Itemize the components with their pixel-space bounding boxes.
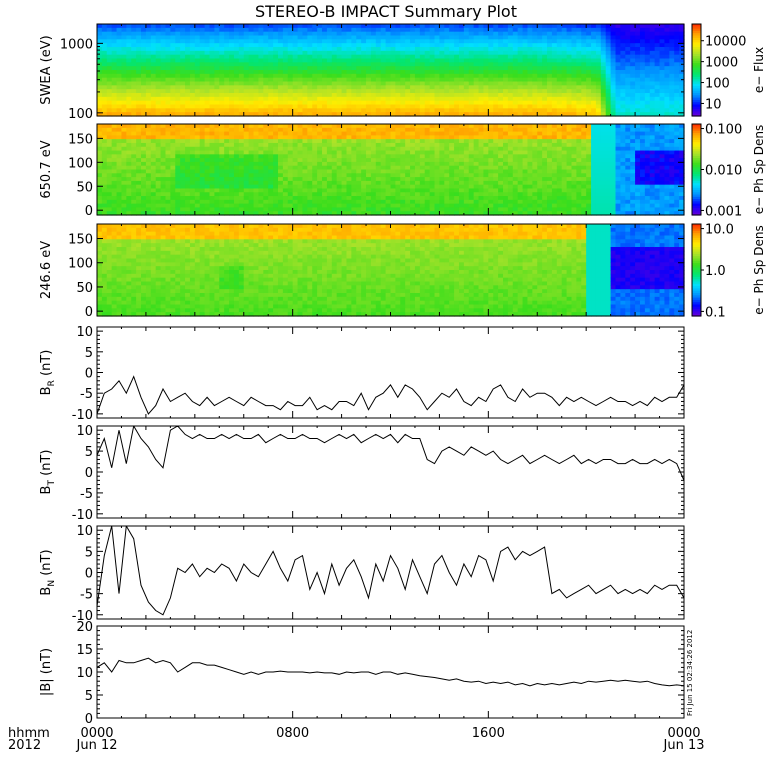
colorbar-label: e− Ph Sp Dens [752,125,766,214]
y-tick-label: 150 [68,233,93,248]
spectrogram-pad650: 0 50 100 150 650.7 eV 0.001 0.010 0.100 e− Ph Sp… [39,123,766,220]
generation-timestamp: Fri Jun 15 02:34:26 2012 [686,630,694,716]
series-line [97,375,684,415]
y-axis-label: BT (nT) [39,450,57,495]
time-tick-date: Jun 12 [76,738,118,753]
y-tick-label: 100 [68,156,93,171]
spectrogram-image [97,24,685,117]
y-tick-label: -10 [72,408,93,423]
y-axis-label: 650.7 eV [39,140,54,198]
line-panel-bn: -10 -5 0 5 10 BN (nT) [39,524,685,624]
y-tick-label: -10 [72,609,93,624]
y-tick-label: -5 [80,387,93,402]
y-tick-label: 50 [76,281,93,296]
y-tick-label: 0 [85,305,93,320]
y-tick-label: 1000 [60,37,93,52]
line-panel-bmag: 0 5 10 15 20 |B| (nT) [39,620,685,727]
y-tick-label: -5 [80,487,93,502]
y-axis-label: SWEA (eV) [39,35,54,104]
y-axis-label: BN (nT) [39,549,57,595]
time-tick-label: 0800 [276,726,309,741]
colorbar-tick-label: 10.0 [705,223,734,238]
spectrogram-swea: 100 1000 SWEA (eV) 10 100 1000 10000 e− Flux [39,23,766,122]
y-tick-label: 10 [76,424,93,439]
y-tick-label: 20 [76,620,93,635]
colorbar: 10 100 1000 10000 e− Flux [691,23,766,117]
colorbar: 0.1 1.0 10.0 e− Ph Sp Dens [691,223,766,320]
y-tick-label: 10 [76,666,93,681]
line-panel-frame [96,425,685,519]
y-tick-label: 0 [85,204,93,219]
spectrogram-pad246: 0 50 100 150 246.6 eV 0.1 1.0 10.0 e− Ph Sp Dens [39,223,766,321]
colorbar-tick-label: 0.001 [705,204,742,219]
time-tick-label: 1600 [472,726,505,741]
y-tick-label: 50 [76,180,93,195]
spectrogram-image [97,124,685,216]
y-tick-label: -10 [72,508,93,523]
y-axis-label: |B| (nT) [39,648,54,696]
line-panel-br: -10 -5 0 5 10 BR (nT) [39,325,685,423]
y-tick-label: 150 [68,132,93,147]
colorbar: 0.001 0.010 0.100 e− Ph Sp Dens [691,123,766,219]
colorbar-tick-label: 10000 [705,35,746,50]
magnetic-field-panels: -10 -5 0 5 10 BR (nT) -10 -5 0 5 10 BT (nT) -10 -5 0 5 1… [39,325,685,727]
colorbar-tick-label: 100 [705,77,730,92]
y-tick-label: 5 [85,445,93,460]
series-line [97,526,684,616]
colorbar-tick-label: 1000 [705,56,738,71]
y-tick-label: 10 [76,325,93,340]
series-line [97,426,684,481]
y-axis-label: 246.6 eV [39,241,54,299]
y-axis-label: BR (nT) [39,350,57,396]
y-tick-label: 15 [76,643,93,658]
time-tick-label: 0000 [80,726,113,741]
line-panel-bt: -10 -5 0 5 10 BT (nT) [39,424,685,523]
colorbar-tick-label: 0.1 [705,305,726,320]
y-tick-label: 0 [85,367,93,382]
y-tick-label: 10 [76,524,93,539]
line-panel-frame [96,326,685,419]
time-axis-corner-top: hhmm [8,726,50,741]
colorbar-tick-label: 1.0 [705,264,726,279]
time-axis-corner-bottom: 2012 [8,738,41,753]
colorbar-frame [691,23,702,117]
colorbar-tick-label: 0.010 [705,164,742,179]
y-tick-label: 5 [85,346,93,361]
time-tick-date: Jun 13 [663,738,705,753]
colorbar-tick-label: 10 [705,97,722,112]
y-tick-label: 0 [85,466,93,481]
time-tick-label: 0000 [667,726,700,741]
colorbar-label: e− Flux [752,47,766,93]
y-tick-label: 100 [68,107,93,122]
y-tick-label: 5 [85,545,93,560]
spectrogram-image [97,224,685,317]
plot-title: STEREO-B IMPACT Summary Plot [255,2,517,21]
colorbar-label: e− Ph Sp Dens [752,225,766,314]
series-line [97,657,684,687]
y-tick-label: 0 [85,567,93,582]
y-tick-label: -5 [80,588,93,603]
y-tick-label: 100 [68,257,93,272]
colorbar-tick-label: 0.100 [705,123,742,138]
y-tick-label: 0 [85,712,93,727]
y-tick-label: 5 [85,689,93,704]
